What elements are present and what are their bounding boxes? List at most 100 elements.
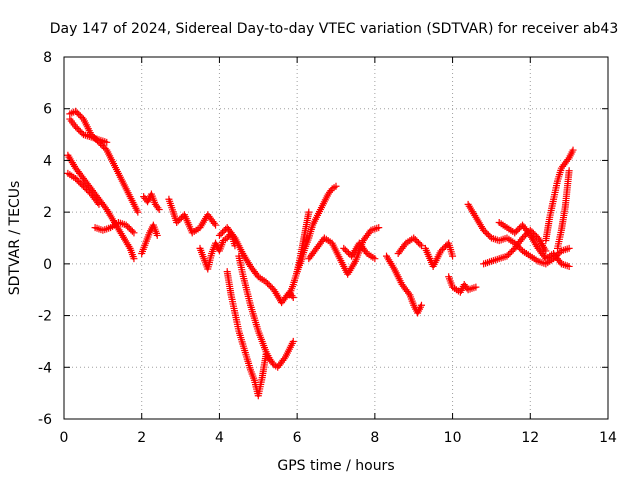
series-track-q bbox=[383, 252, 425, 317]
data-point-marker bbox=[508, 247, 516, 255]
data-point-marker bbox=[73, 176, 81, 184]
data-point-marker bbox=[83, 185, 91, 193]
data-point-marker bbox=[332, 182, 340, 190]
data-point-marker bbox=[72, 123, 80, 131]
series-track-s bbox=[421, 239, 457, 270]
data-point-marker bbox=[514, 226, 522, 234]
series-track-t bbox=[445, 273, 480, 296]
data-point-marker bbox=[525, 230, 533, 238]
y-tick-label: 4 bbox=[43, 153, 52, 169]
series-track-r bbox=[394, 234, 425, 258]
series-track-f bbox=[138, 221, 161, 258]
data-point-marker bbox=[177, 214, 185, 222]
data-point-marker bbox=[98, 141, 106, 149]
data-point-marker bbox=[72, 175, 80, 183]
series-track-e bbox=[91, 218, 138, 237]
data-point-marker bbox=[343, 247, 351, 255]
data-point-marker bbox=[481, 228, 489, 236]
x-tick-label: 14 bbox=[599, 430, 617, 446]
x-tick-label: 0 bbox=[60, 430, 69, 446]
data-point-marker bbox=[100, 143, 108, 151]
series-track-a bbox=[66, 107, 142, 216]
data-point-marker bbox=[76, 179, 84, 187]
data-point-marker bbox=[155, 206, 163, 214]
x-tick-label: 6 bbox=[293, 430, 302, 446]
data-point-marker bbox=[103, 138, 111, 146]
data-point-marker bbox=[565, 262, 573, 270]
data-point-marker bbox=[327, 187, 335, 195]
data-point-marker bbox=[449, 252, 457, 260]
data-point-marker bbox=[442, 242, 450, 250]
series-track-d bbox=[64, 169, 103, 208]
data-point-marker bbox=[264, 280, 272, 288]
data-point-marker bbox=[564, 156, 572, 164]
y-tick-label: -6 bbox=[38, 412, 52, 428]
data-point-marker bbox=[265, 281, 273, 289]
data-point-marker bbox=[341, 246, 349, 254]
data-point-marker bbox=[362, 248, 370, 256]
data-point-marker bbox=[81, 184, 89, 192]
series-track-k bbox=[223, 268, 270, 400]
data-point-marker bbox=[215, 231, 223, 239]
data-point-marker bbox=[503, 252, 511, 260]
series-track-w bbox=[495, 218, 573, 270]
chart-title: Day 147 of 2024, Sidereal Day-to-day VTE… bbox=[50, 21, 619, 37]
data-point-marker bbox=[127, 226, 135, 234]
data-point-marker bbox=[122, 221, 130, 229]
data-point-marker bbox=[437, 247, 445, 255]
x-tick-label: 12 bbox=[521, 430, 539, 446]
y-tick-label: -4 bbox=[38, 360, 52, 376]
series-track-x bbox=[542, 146, 577, 245]
data-point-marker bbox=[267, 283, 275, 291]
data-point-marker bbox=[417, 301, 425, 309]
data-point-marker bbox=[176, 215, 184, 223]
axis-ticks: 0 2 4 6 8 10 12 14 -6 -4 -2 0 2 4 6 8 bbox=[38, 50, 617, 446]
data-point-marker bbox=[75, 110, 83, 118]
data-point-marker bbox=[519, 234, 527, 242]
y-tick-label: 0 bbox=[43, 257, 52, 273]
data-point-marker bbox=[76, 127, 84, 135]
x-tick-label: 8 bbox=[370, 430, 379, 446]
series-track-l bbox=[235, 252, 297, 371]
data-point-marker bbox=[73, 109, 81, 117]
data-point-marker bbox=[472, 283, 480, 291]
data-point-marker bbox=[280, 355, 288, 363]
data-point-marker bbox=[253, 271, 261, 279]
data-point-marker bbox=[371, 255, 379, 263]
series-track-y bbox=[553, 167, 573, 252]
data-point-marker bbox=[95, 200, 103, 208]
x-axis-label: GPS time / hours bbox=[277, 458, 394, 474]
data-point-marker bbox=[210, 219, 218, 227]
series-track-b bbox=[66, 115, 111, 146]
data-point-marker bbox=[414, 239, 422, 247]
data-point-marker bbox=[511, 229, 519, 237]
data-point-marker bbox=[506, 249, 514, 257]
data-point-marker bbox=[173, 218, 181, 226]
series-track-c bbox=[64, 151, 138, 263]
series-track-n bbox=[285, 208, 313, 299]
y-tick-label: 2 bbox=[43, 205, 52, 221]
data-point-marker bbox=[72, 107, 80, 115]
x-tick-label: 2 bbox=[137, 430, 146, 446]
data-point-marker bbox=[542, 247, 550, 255]
data-point-marker bbox=[128, 227, 136, 235]
data-point-marker bbox=[94, 199, 102, 207]
data-point-marker bbox=[124, 223, 132, 231]
grid-lines bbox=[64, 57, 608, 419]
data-point-marker bbox=[73, 124, 81, 132]
y-tick-label: 8 bbox=[43, 50, 52, 66]
data-point-marker bbox=[289, 293, 297, 301]
data-point-marker bbox=[219, 228, 227, 236]
data-point-marker bbox=[154, 204, 162, 212]
data-point-marker bbox=[134, 208, 142, 216]
data-point-marker bbox=[174, 217, 182, 225]
data-point-marker bbox=[76, 112, 84, 120]
data-point-marker bbox=[520, 232, 528, 240]
data-point-marker bbox=[512, 227, 520, 235]
data-point-marker bbox=[84, 187, 92, 195]
data-point-marker bbox=[101, 204, 109, 212]
series-track-p bbox=[340, 239, 379, 263]
data-points bbox=[64, 107, 577, 400]
y-tick-label: -2 bbox=[38, 309, 52, 325]
